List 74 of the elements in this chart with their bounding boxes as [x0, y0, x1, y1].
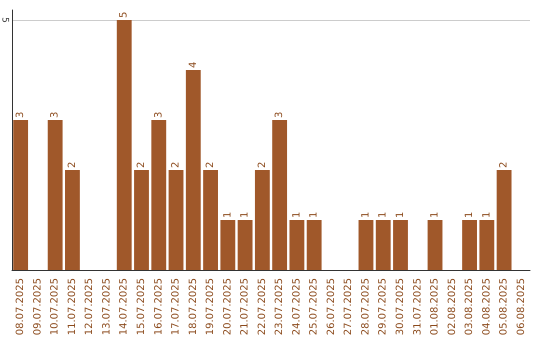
x-tick-label: 11.07.2025 [66, 278, 78, 336]
x-tick-label: 03.08.2025 [464, 278, 476, 336]
x-tick-label: 18.07.2025 [188, 278, 199, 336]
x-tick-label: 06.08.2025 [516, 278, 527, 336]
bar [272, 120, 288, 270]
bar [238, 220, 253, 270]
x-tick-label: 30.07.2025 [395, 278, 406, 336]
data-label: 1 [308, 212, 320, 218]
x-tick-label: 28.07.2025 [360, 278, 372, 336]
data-label: 1 [378, 212, 389, 218]
bar [116, 20, 132, 270]
x-tick-label: 12.07.2025 [84, 278, 96, 336]
x-tick-label: 17.07.2025 [170, 278, 182, 336]
bar [168, 170, 184, 270]
bar [376, 220, 391, 270]
x-tick-label: 24.07.2025 [291, 278, 302, 336]
bar [134, 170, 149, 270]
x-tick-label: 01.08.2025 [430, 278, 441, 336]
x-tick-label: 09.07.2025 [32, 278, 44, 336]
data-label: 1 [395, 212, 406, 218]
bar [220, 220, 236, 270]
data-label: 3 [15, 112, 26, 118]
x-tick-label: 22.07.2025 [256, 278, 268, 336]
x-tick-label: 13.07.2025 [101, 278, 112, 336]
data-label: 2 [498, 162, 510, 168]
data-label: 3 [153, 112, 164, 118]
data-label: 1 [360, 212, 372, 218]
x-tick-label: 26.07.2025 [326, 278, 337, 336]
x-tick-label: 05.08.2025 [498, 278, 510, 336]
data-label: 1 [464, 212, 476, 218]
data-label: 4 [188, 62, 199, 68]
bar [13, 120, 28, 270]
data-label: 2 [136, 162, 147, 168]
x-tick-label: 21.07.2025 [240, 278, 251, 336]
x-tick-label: 16.07.2025 [153, 278, 164, 336]
data-label: 1 [222, 212, 234, 218]
bar [358, 220, 374, 270]
data-label: 3 [274, 112, 286, 118]
x-tick-label: 20.07.2025 [222, 278, 234, 336]
data-label: 5 [118, 12, 130, 18]
x-tick-label: 02.08.2025 [446, 278, 458, 336]
data-label: 2 [170, 162, 182, 168]
data-label: 1 [430, 212, 441, 218]
data-label: 3 [50, 112, 61, 118]
x-tick-label: 04.08.2025 [481, 278, 492, 336]
x-tick-label: 08.07.2025 [15, 278, 26, 336]
bar [479, 220, 494, 270]
data-label: 2 [205, 162, 216, 168]
x-tick-label: 31.07.2025 [412, 278, 424, 336]
bar [428, 220, 442, 270]
data-label: 1 [240, 212, 251, 218]
x-tick-label: 27.07.2025 [343, 278, 354, 336]
bar [289, 220, 304, 270]
bar [496, 170, 512, 270]
x-tick-label: 14.07.2025 [118, 278, 130, 336]
bar [393, 220, 408, 270]
x-tick-label: 25.07.2025 [308, 278, 320, 336]
data-label: 1 [481, 212, 492, 218]
bar [203, 170, 218, 270]
bar [65, 170, 80, 270]
bar [151, 120, 166, 270]
data-label: 2 [256, 162, 268, 168]
bar [186, 70, 201, 270]
bar [48, 120, 63, 270]
x-tick-label: 15.07.2025 [136, 278, 147, 336]
x-tick-label: 29.07.2025 [378, 278, 389, 336]
bar [306, 220, 322, 270]
x-tick-label: 10.07.2025 [50, 278, 61, 336]
bar [254, 170, 270, 270]
data-label: 1 [291, 212, 302, 218]
data-label: 2 [66, 162, 78, 168]
x-tick-label: 19.07.2025 [205, 278, 216, 336]
x-tick-label: 23.07.2025 [274, 278, 286, 336]
bar [462, 220, 477, 270]
